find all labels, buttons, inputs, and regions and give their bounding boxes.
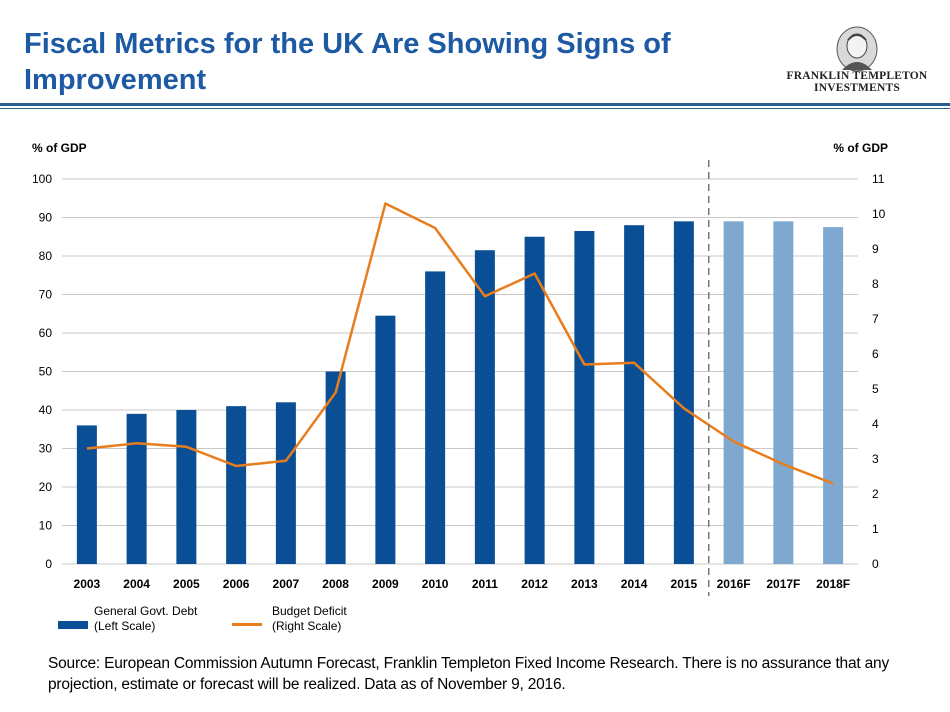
- left-tick-label: 50: [39, 365, 53, 379]
- debt-bar: [275, 402, 296, 564]
- category-label: 2011: [472, 577, 498, 591]
- legend-debt-note: (Left Scale): [94, 619, 156, 633]
- legend-debt: General Govt. Debt (Left Scale): [94, 604, 197, 634]
- category-label: 2005: [173, 577, 200, 591]
- category-label: 2006: [223, 577, 250, 591]
- right-tick-label: 11: [872, 172, 885, 186]
- left-tick-label: 10: [39, 519, 53, 533]
- debt-bars: [76, 221, 844, 564]
- right-axis-title: % of GDP: [833, 141, 888, 155]
- right-axis-ticks: 0 1 2 3 4 5 6 7 8 9 10 11: [872, 172, 886, 571]
- debt-bar: [723, 221, 744, 564]
- right-tick-label: 5: [872, 382, 879, 396]
- category-label: 2016F: [717, 577, 751, 591]
- debt-bar: [624, 225, 645, 564]
- franklin-templeton-logo: FRANKLIN TEMPLETON INVESTMENTS: [782, 24, 932, 96]
- category-label: 2012: [521, 577, 548, 591]
- legend-debt-name: General Govt. Debt: [94, 604, 198, 618]
- left-tick-label: 80: [39, 249, 53, 263]
- category-label: 2004: [123, 577, 150, 591]
- category-label: 2017F: [766, 577, 800, 591]
- right-tick-label: 6: [872, 347, 879, 361]
- left-tick-label: 0: [45, 557, 52, 571]
- page-title: Fiscal Metrics for the UK Are Showing Si…: [24, 28, 671, 96]
- left-tick-label: 100: [32, 172, 52, 186]
- category-label: 2003: [74, 577, 101, 591]
- debt-bar: [176, 410, 197, 564]
- category-label: 2015: [671, 577, 698, 591]
- debt-bar: [126, 413, 147, 564]
- debt-bar: [325, 371, 346, 564]
- deficit-series-line: [86, 202, 834, 485]
- source-note: Source: European Commission Autumn Forec…: [48, 655, 890, 693]
- right-tick-label: 8: [872, 277, 879, 291]
- right-tick-label: 7: [872, 312, 879, 326]
- legend-deficit-swatch: [232, 623, 262, 626]
- deficit-line: [86, 202, 834, 485]
- right-tick-label: 2: [872, 487, 879, 501]
- category-label: 2010: [422, 577, 449, 591]
- debt-bar: [425, 271, 446, 564]
- debt-bar: [474, 250, 495, 564]
- category-labels: 2003 2004 2005 2006 2007 2008 2009 2010 2011 2012…: [74, 577, 851, 591]
- left-tick-label: 40: [39, 403, 53, 417]
- debt-bar: [673, 221, 694, 564]
- debt-bar: [375, 315, 396, 564]
- left-axis-ticks: 0 10 20 30 40 50 60 70 80 90 100: [32, 172, 52, 571]
- category-label: 2013: [571, 577, 598, 591]
- debt-bar: [524, 236, 545, 564]
- debt-bar: [773, 221, 794, 564]
- right-tick-label: 1: [872, 522, 879, 536]
- left-tick-label: 30: [39, 442, 53, 456]
- left-axis-title: % of GDP: [32, 141, 87, 155]
- left-tick-label: 70: [39, 288, 53, 302]
- category-label: 2014: [621, 577, 648, 591]
- right-tick-label: 3: [872, 452, 879, 466]
- category-label: 2007: [273, 577, 300, 591]
- category-label: 2008: [322, 577, 349, 591]
- category-label: 2009: [372, 577, 399, 591]
- debt-bar: [226, 406, 247, 564]
- left-tick-label: 90: [39, 211, 53, 225]
- header-rule-thick: [0, 103, 950, 106]
- legend-deficit-name: Budget Deficit: [272, 604, 347, 618]
- right-tick-label: 4: [872, 417, 879, 431]
- debt-bar: [76, 425, 97, 564]
- right-tick-label: 0: [872, 557, 879, 571]
- left-tick-label: 60: [39, 326, 53, 340]
- portrait-icon: [836, 26, 878, 72]
- right-tick-label: 10: [872, 207, 886, 221]
- legend-debt-swatch: [58, 621, 88, 629]
- header-rule-thin: [0, 108, 950, 109]
- logo-line-2: INVESTMENTS: [814, 82, 900, 94]
- logo-line-1: FRANKLIN TEMPLETON: [786, 70, 928, 82]
- right-tick-label: 9: [872, 242, 879, 256]
- legend-deficit-note: (Right Scale): [272, 619, 342, 633]
- legend-deficit: Budget Deficit (Right Scale): [272, 604, 347, 634]
- left-tick-label: 20: [39, 480, 53, 494]
- category-label: 2018F: [816, 577, 850, 591]
- debt-bar: [823, 227, 844, 564]
- debt-bar: [574, 230, 595, 564]
